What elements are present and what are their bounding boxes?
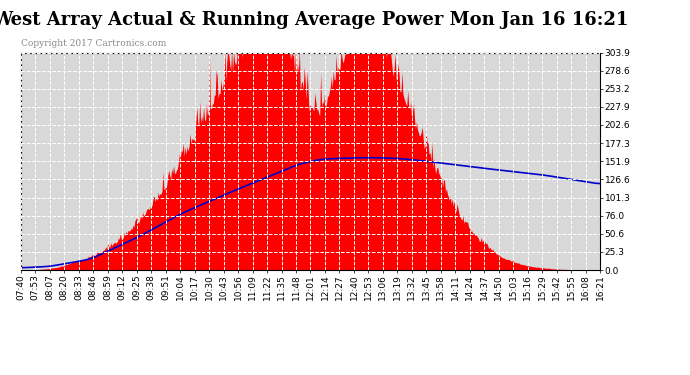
Text: West Array Actual & Running Average Power Mon Jan 16 16:21: West Array Actual & Running Average Powe… xyxy=(0,11,629,29)
Text: Copyright 2017 Cartronics.com: Copyright 2017 Cartronics.com xyxy=(21,39,166,48)
